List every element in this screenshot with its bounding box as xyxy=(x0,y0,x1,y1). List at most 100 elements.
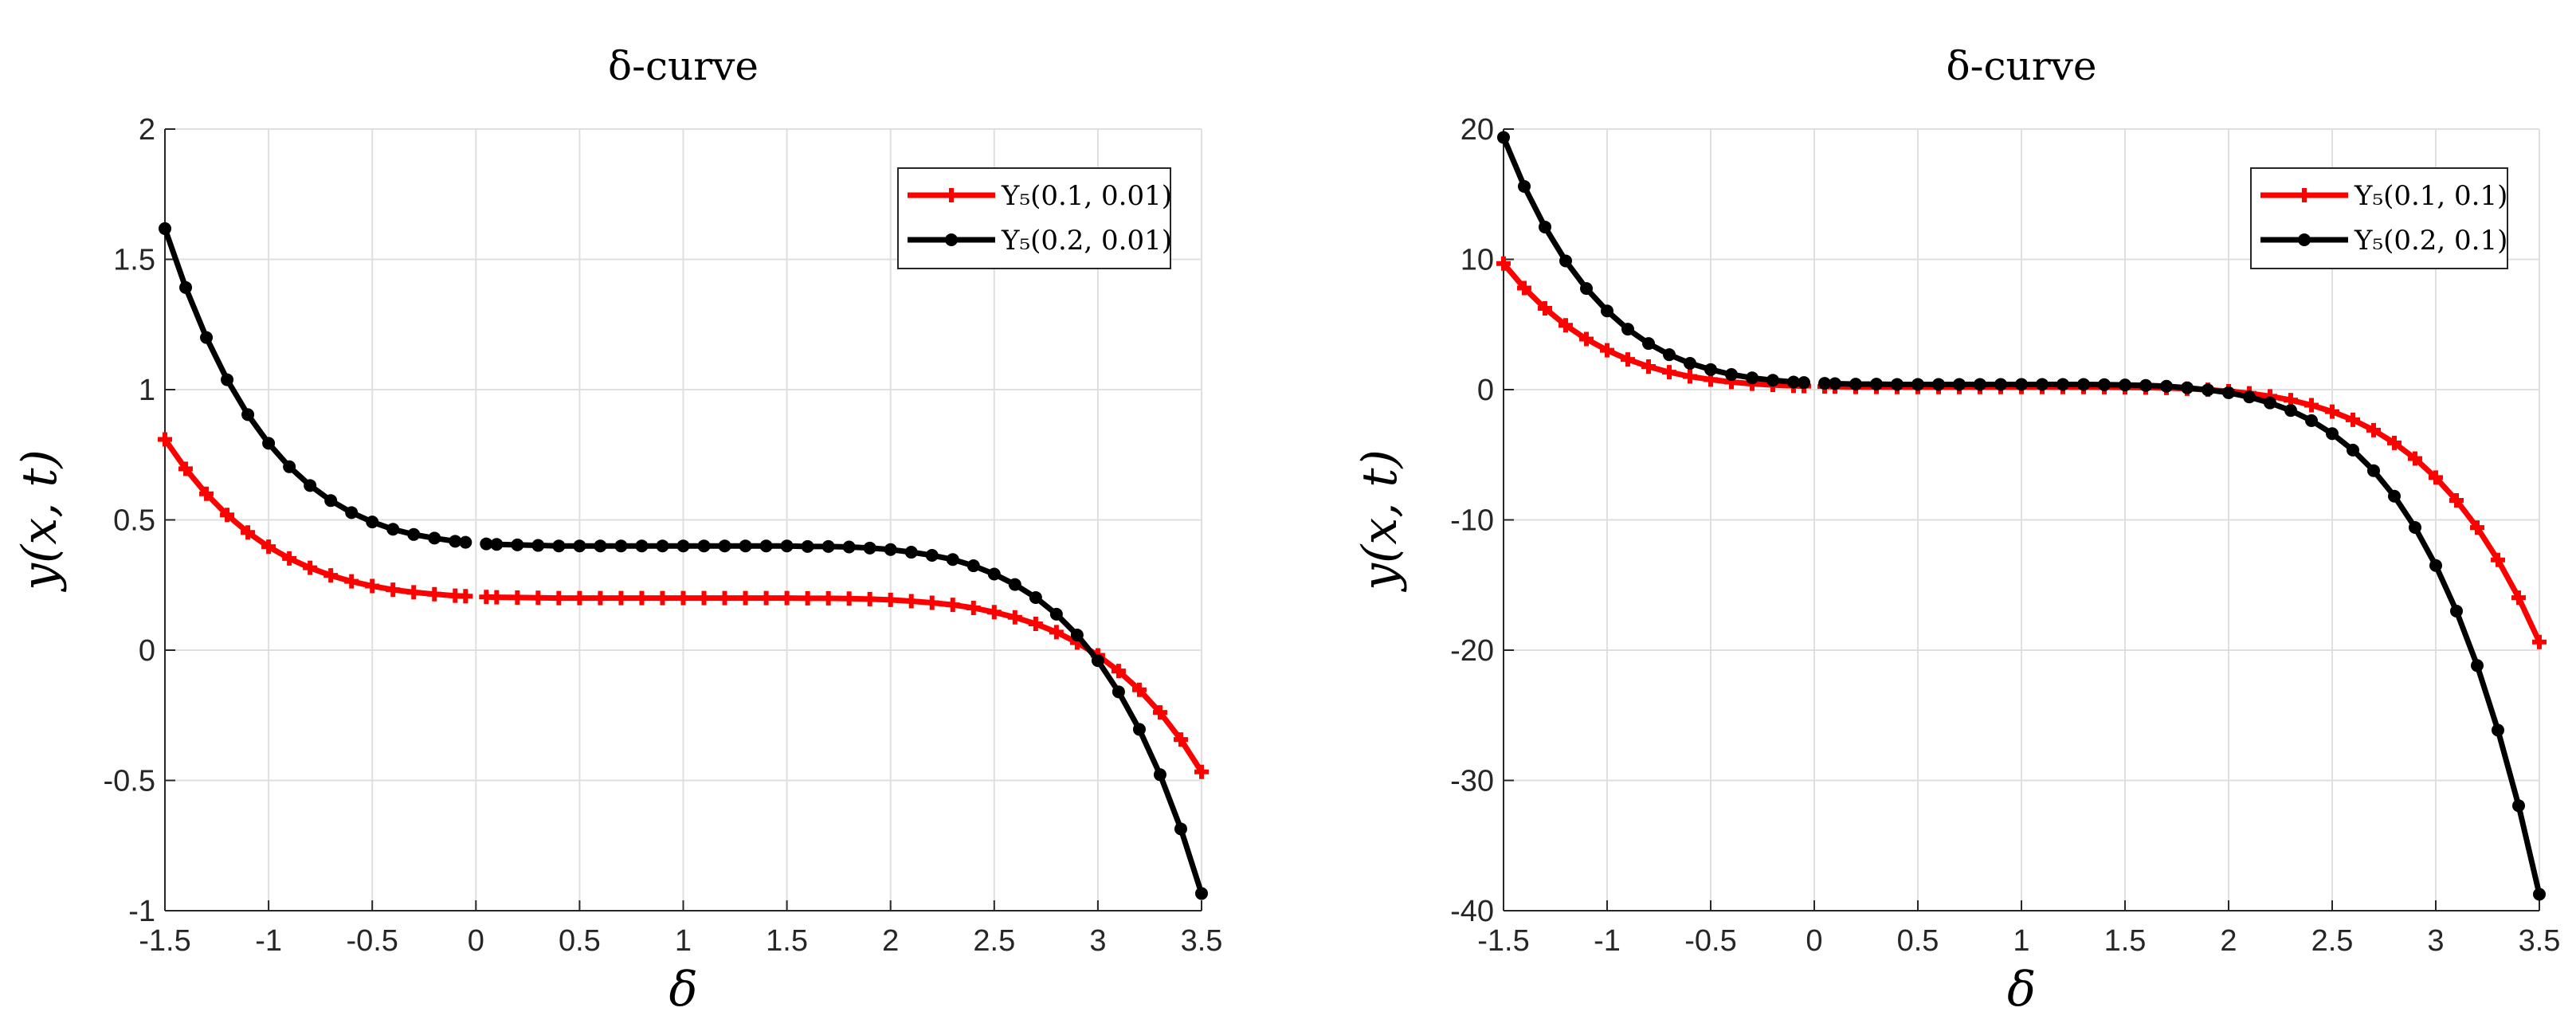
data-point xyxy=(1641,359,1656,374)
x-tick-label: 3 xyxy=(2427,924,2444,958)
legend-marker xyxy=(2297,188,2311,202)
series-2 xyxy=(159,222,1208,900)
data-point xyxy=(1704,363,1717,376)
data-point xyxy=(510,590,525,605)
data-point xyxy=(241,408,255,421)
data-point xyxy=(739,539,752,553)
data-point xyxy=(282,551,297,566)
legend-label: Y₅(0.1, 0.01) xyxy=(1001,180,1172,212)
data-point xyxy=(1663,348,1676,362)
data-point xyxy=(863,541,876,555)
data-point xyxy=(480,537,493,551)
data-point xyxy=(1787,375,1800,389)
data-point xyxy=(1517,280,1531,296)
x-tick-label: -1 xyxy=(1594,924,1621,958)
x-tick-label: 2 xyxy=(2220,924,2237,958)
data-point xyxy=(1174,822,1187,836)
data-point xyxy=(1049,625,1064,640)
data-point xyxy=(1601,304,1613,318)
data-point xyxy=(386,582,401,598)
data-point xyxy=(821,539,835,553)
data-point xyxy=(1195,887,1208,900)
x-tick-label: 1 xyxy=(675,924,692,958)
data-point xyxy=(1559,254,1572,268)
data-point xyxy=(2304,398,2319,413)
x-tick-label: 2.5 xyxy=(2311,924,2354,958)
data-point xyxy=(1111,664,1126,679)
x-tick-label: -1.5 xyxy=(139,924,190,958)
data-point xyxy=(1153,768,1166,782)
x-tick-label: 1 xyxy=(2013,924,2029,958)
data-point xyxy=(2388,489,2401,503)
data-point xyxy=(2036,378,2049,391)
data-point xyxy=(966,559,980,573)
x-tick-label: 0.5 xyxy=(559,924,601,958)
data-point xyxy=(1580,282,1593,296)
data-point xyxy=(779,590,794,606)
data-point xyxy=(966,601,981,616)
data-point xyxy=(178,461,194,476)
data-point xyxy=(676,590,691,606)
data-point xyxy=(759,539,773,553)
data-point xyxy=(449,535,462,548)
data-point xyxy=(2429,470,2443,485)
legend-marker xyxy=(944,188,959,202)
data-point xyxy=(220,508,235,523)
data-point xyxy=(1131,682,1147,697)
legend: Y₅(0.1, 0.01) Y₅(0.2, 0.01) xyxy=(897,167,1172,269)
data-point xyxy=(655,590,670,606)
x-axis-label: δ xyxy=(2007,962,2036,1017)
data-point xyxy=(904,546,918,559)
data-point xyxy=(199,486,214,501)
x-tick-label: 1.5 xyxy=(766,924,808,958)
data-point xyxy=(718,539,731,553)
data-point xyxy=(1829,377,1841,390)
x-tick-label: 2 xyxy=(882,924,899,958)
data-point xyxy=(1091,654,1104,668)
data-point xyxy=(489,590,504,605)
data-point xyxy=(365,578,380,594)
series-1 xyxy=(158,432,1209,779)
x-tick-label: 3.5 xyxy=(2519,924,2561,958)
data-point xyxy=(241,525,256,540)
data-point xyxy=(987,567,1001,581)
data-point xyxy=(1539,220,1551,233)
data-point xyxy=(2450,604,2463,617)
data-point xyxy=(1132,723,1146,736)
data-point xyxy=(2471,659,2484,672)
data-point xyxy=(344,574,359,589)
data-point xyxy=(884,543,897,556)
data-point xyxy=(1496,256,1511,271)
data-point xyxy=(1766,374,1779,387)
data-point xyxy=(573,539,586,553)
data-point xyxy=(2347,443,2359,457)
legend: Y₅(0.1, 0.1) Y₅(0.2, 0.1) xyxy=(2250,167,2508,269)
x-tick-label: -1.5 xyxy=(1477,924,1529,958)
data-point xyxy=(2511,590,2526,606)
data-point xyxy=(345,506,359,519)
data-point xyxy=(324,494,338,508)
data-point xyxy=(676,539,690,553)
data-point xyxy=(1746,371,1759,385)
data-point xyxy=(841,591,857,606)
data-point xyxy=(883,592,898,607)
data-point xyxy=(1621,323,1634,336)
x-tick-label: 0.5 xyxy=(1897,924,1939,958)
y-tick-label: -30 xyxy=(1450,765,1494,798)
data-point xyxy=(1559,318,1573,333)
data-point xyxy=(1849,378,1862,391)
x-axis-label: δ xyxy=(669,962,697,1017)
data-point xyxy=(572,590,587,606)
data-point xyxy=(1600,343,1614,358)
data-point xyxy=(925,548,939,562)
data-point xyxy=(2202,383,2214,397)
data-point xyxy=(656,539,669,553)
data-point xyxy=(821,590,836,606)
x-tick-label: -1 xyxy=(255,924,282,958)
data-point xyxy=(2077,378,2090,391)
data-point xyxy=(407,527,421,541)
data-point xyxy=(717,590,732,606)
data-point xyxy=(801,539,814,553)
y-axis-label: y(x, t) xyxy=(12,449,68,593)
chart-2: -1.5 -1 -0.5 0 0.5 1 1.5 2 2.5 3 3.5 -40 -30 -20 -10 0 1… xyxy=(1352,43,2560,1017)
